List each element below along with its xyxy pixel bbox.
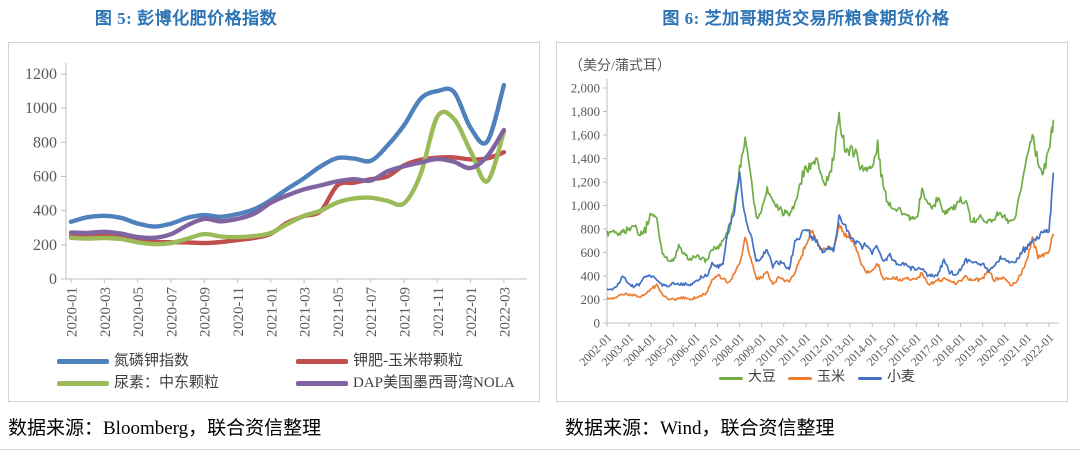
legend-swatch	[296, 380, 348, 386]
svg-text:2021-11: 2021-11	[431, 287, 447, 336]
svg-text:2021-07: 2021-07	[364, 287, 380, 337]
legend-item: 大豆	[719, 369, 776, 385]
legend-swatch	[788, 376, 812, 380]
legend-label: DAP美国墨西哥湾NOLA	[353, 375, 515, 392]
svg-text:400: 400	[581, 269, 601, 284]
legend-swatch	[57, 358, 109, 364]
svg-text:1,600: 1,600	[571, 128, 600, 143]
svg-text:2021-03: 2021-03	[298, 287, 314, 337]
legend-label: 氮磷钾指数	[114, 353, 190, 370]
fertilizer-chart: 0 200 400 600 800 1000 1200 2020-01 2020-03 2020-…	[25, 63, 527, 337]
grain-chart-panel: （美分/蒲式耳） 0 200 400 600 800 1,000 1,200 1,400 1,6…	[556, 42, 1068, 402]
legend-item: DAP美国墨西哥湾NOLA	[296, 374, 515, 392]
svg-text:2020-07: 2020-07	[164, 287, 180, 337]
svg-text:1,200: 1,200	[571, 175, 600, 190]
legend-swatch	[57, 380, 109, 386]
bottom-divider	[0, 449, 1080, 450]
svg-text:2020-05: 2020-05	[131, 287, 147, 337]
source-note-right: 数据来源：Wind，联合资信整理	[565, 418, 835, 439]
svg-text:800: 800	[33, 134, 57, 151]
svg-text:200: 200	[33, 237, 57, 254]
svg-text:1,000: 1,000	[571, 198, 600, 213]
legend-item: 氮磷钾指数	[57, 352, 190, 370]
svg-text:0: 0	[49, 271, 57, 288]
source-note-left: 数据来源：Bloomberg，联合资信整理	[8, 418, 322, 439]
legend-swatch	[719, 376, 743, 380]
svg-text:1,400: 1,400	[571, 151, 600, 166]
svg-text:2022-03: 2022-03	[497, 287, 513, 337]
grain-futures-chart: 0 200 400 600 800 1,000 1,200 1,400 1,600 1,800 2,…	[571, 79, 1059, 369]
svg-text:2021-09: 2021-09	[398, 287, 414, 337]
svg-text:1,800: 1,800	[571, 104, 600, 119]
legend-label: 玉米	[817, 370, 845, 386]
legend-item: 尿素：中东颗粒	[57, 374, 220, 392]
legend-label: 小麦	[887, 370, 915, 386]
y-axis-unit-label: （美分/蒲式耳）	[569, 59, 671, 74]
svg-text:800: 800	[581, 222, 601, 237]
svg-text:400: 400	[33, 203, 57, 220]
figure5-title: 图 5: 彭博化肥价格指数	[94, 9, 278, 28]
legend-label: 大豆	[748, 370, 776, 386]
svg-text:2021-01: 2021-01	[264, 287, 280, 337]
figure6-title: 图 6: 芝加哥期货交易所粮食期货价格	[662, 9, 950, 28]
legend-label: 钾肥-玉米带颗粒	[353, 353, 463, 370]
legend-swatch	[296, 358, 348, 364]
svg-text:2022-01: 2022-01	[464, 287, 480, 337]
svg-text:2,000: 2,000	[571, 81, 600, 96]
svg-text:0: 0	[594, 316, 601, 331]
svg-text:2020-11: 2020-11	[231, 287, 247, 336]
svg-text:2021-05: 2021-05	[331, 287, 347, 337]
legend-item: 钾肥-玉米带颗粒	[296, 352, 463, 370]
legend-swatch	[858, 376, 882, 380]
svg-text:2020-01: 2020-01	[65, 287, 81, 337]
legend-label: 尿素：中东颗粒	[114, 375, 220, 392]
legend-item: 玉米	[788, 369, 845, 385]
svg-text:600: 600	[581, 245, 601, 260]
legend-item: 小麦	[858, 369, 915, 385]
svg-text:2020-03: 2020-03	[98, 287, 114, 337]
fertilizer-chart-panel: 0 200 400 600 800 1000 1200 2020-01 2020-03 2020-…	[8, 42, 540, 402]
svg-text:1000: 1000	[25, 100, 57, 117]
svg-text:600: 600	[33, 169, 57, 186]
svg-text:2020-09: 2020-09	[198, 287, 214, 337]
svg-text:200: 200	[581, 292, 601, 307]
svg-text:1200: 1200	[25, 66, 57, 83]
